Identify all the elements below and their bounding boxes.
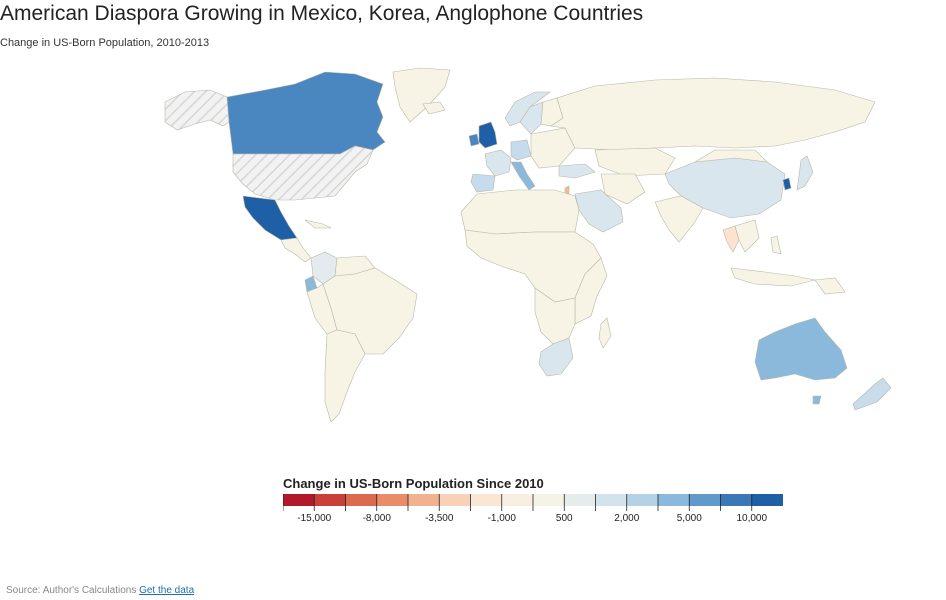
legend-swatch [314, 494, 346, 506]
legend-swatch [376, 494, 408, 506]
world-map [164, 67, 892, 423]
country-iceland[interactable] [422, 101, 446, 115]
country-philippines[interactable] [770, 235, 782, 255]
country-papua-new-guinea[interactable] [814, 277, 846, 295]
legend-tick-label: -1,000 [488, 513, 517, 524]
country-new-zealand[interactable] [852, 377, 892, 411]
get-the-data-link[interactable]: Get the data [139, 585, 195, 596]
legend-swatch [345, 494, 377, 506]
country-mongolia[interactable] [694, 149, 768, 163]
legend-tick-label: -3,500 [425, 513, 454, 524]
legend-tick-label: 5,000 [677, 513, 702, 524]
country-iran[interactable] [600, 173, 646, 205]
legend-title: Change in US-Born Population Since 2010 [283, 476, 544, 491]
country-united-states[interactable] [232, 145, 374, 201]
country-italy[interactable] [510, 161, 536, 191]
country-russia[interactable] [550, 77, 876, 151]
legend-tick-label: -8,000 [363, 513, 392, 524]
footer: Source: Author's Calculations Get the da… [6, 585, 194, 596]
chart-title: American Diaspora Growing in Mexico, Kor… [0, 2, 644, 25]
country-australia[interactable] [754, 317, 848, 381]
country-france[interactable] [484, 149, 512, 177]
legend-swatch [595, 494, 627, 506]
country-canada[interactable] [226, 71, 386, 155]
country-north-africa[interactable] [460, 189, 580, 235]
country-east-africa[interactable] [574, 257, 608, 325]
country-central-america[interactable] [280, 237, 312, 263]
country-tasmania[interactable] [812, 395, 822, 405]
country-thailand[interactable] [722, 225, 740, 253]
country-brazil[interactable] [322, 267, 418, 355]
source-text: Source: Author's Calculations [6, 585, 137, 596]
legend-tick-label: 10,000 [736, 513, 767, 524]
country-turkey[interactable] [558, 163, 596, 179]
legend-swatch [658, 494, 690, 506]
country-united-kingdom[interactable] [478, 121, 498, 149]
country-japan[interactable] [796, 155, 814, 191]
country-south-korea[interactable] [782, 177, 792, 191]
legend-swatch [751, 494, 783, 506]
legend-swatch [626, 494, 658, 506]
country-mexico[interactable] [242, 195, 298, 241]
legend-tick-label: 500 [556, 513, 573, 524]
legend-swatch [470, 494, 502, 506]
legend-swatch [564, 494, 596, 506]
country-southeast-asia[interactable] [734, 219, 760, 253]
country-madagascar[interactable] [598, 317, 612, 349]
country-ireland[interactable] [468, 133, 480, 147]
legend-swatch [533, 494, 565, 506]
legend-swatch [689, 494, 721, 506]
color-legend: -15,000 -8,000 -3,500 -1,000 500 2,000 5,000 10… [283, 494, 783, 524]
country-saudi-arabia[interactable] [574, 189, 624, 233]
legend-swatch [501, 494, 533, 506]
country-alaska[interactable] [164, 89, 230, 131]
legend-tick-label: 2,000 [614, 513, 639, 524]
country-cuba[interactable] [304, 219, 332, 229]
country-india[interactable] [654, 195, 704, 243]
country-norway[interactable] [504, 91, 551, 127]
legend-swatch [720, 494, 752, 506]
legend-swatch [439, 494, 471, 506]
country-greenland[interactable] [392, 67, 451, 123]
legend-swatch [283, 494, 315, 506]
country-argentina-chile[interactable] [324, 329, 366, 423]
country-indonesia[interactable] [730, 267, 816, 287]
chart-subtitle: Change in US-Born Population, 2010-2013 [0, 37, 210, 49]
country-kazakhstan[interactable] [594, 147, 676, 177]
legend-tick-label: -15,000 [297, 513, 331, 524]
country-south-africa[interactable] [538, 337, 574, 377]
country-germany[interactable] [510, 139, 532, 161]
country-spain[interactable] [470, 173, 496, 193]
legend-swatch [408, 494, 440, 506]
